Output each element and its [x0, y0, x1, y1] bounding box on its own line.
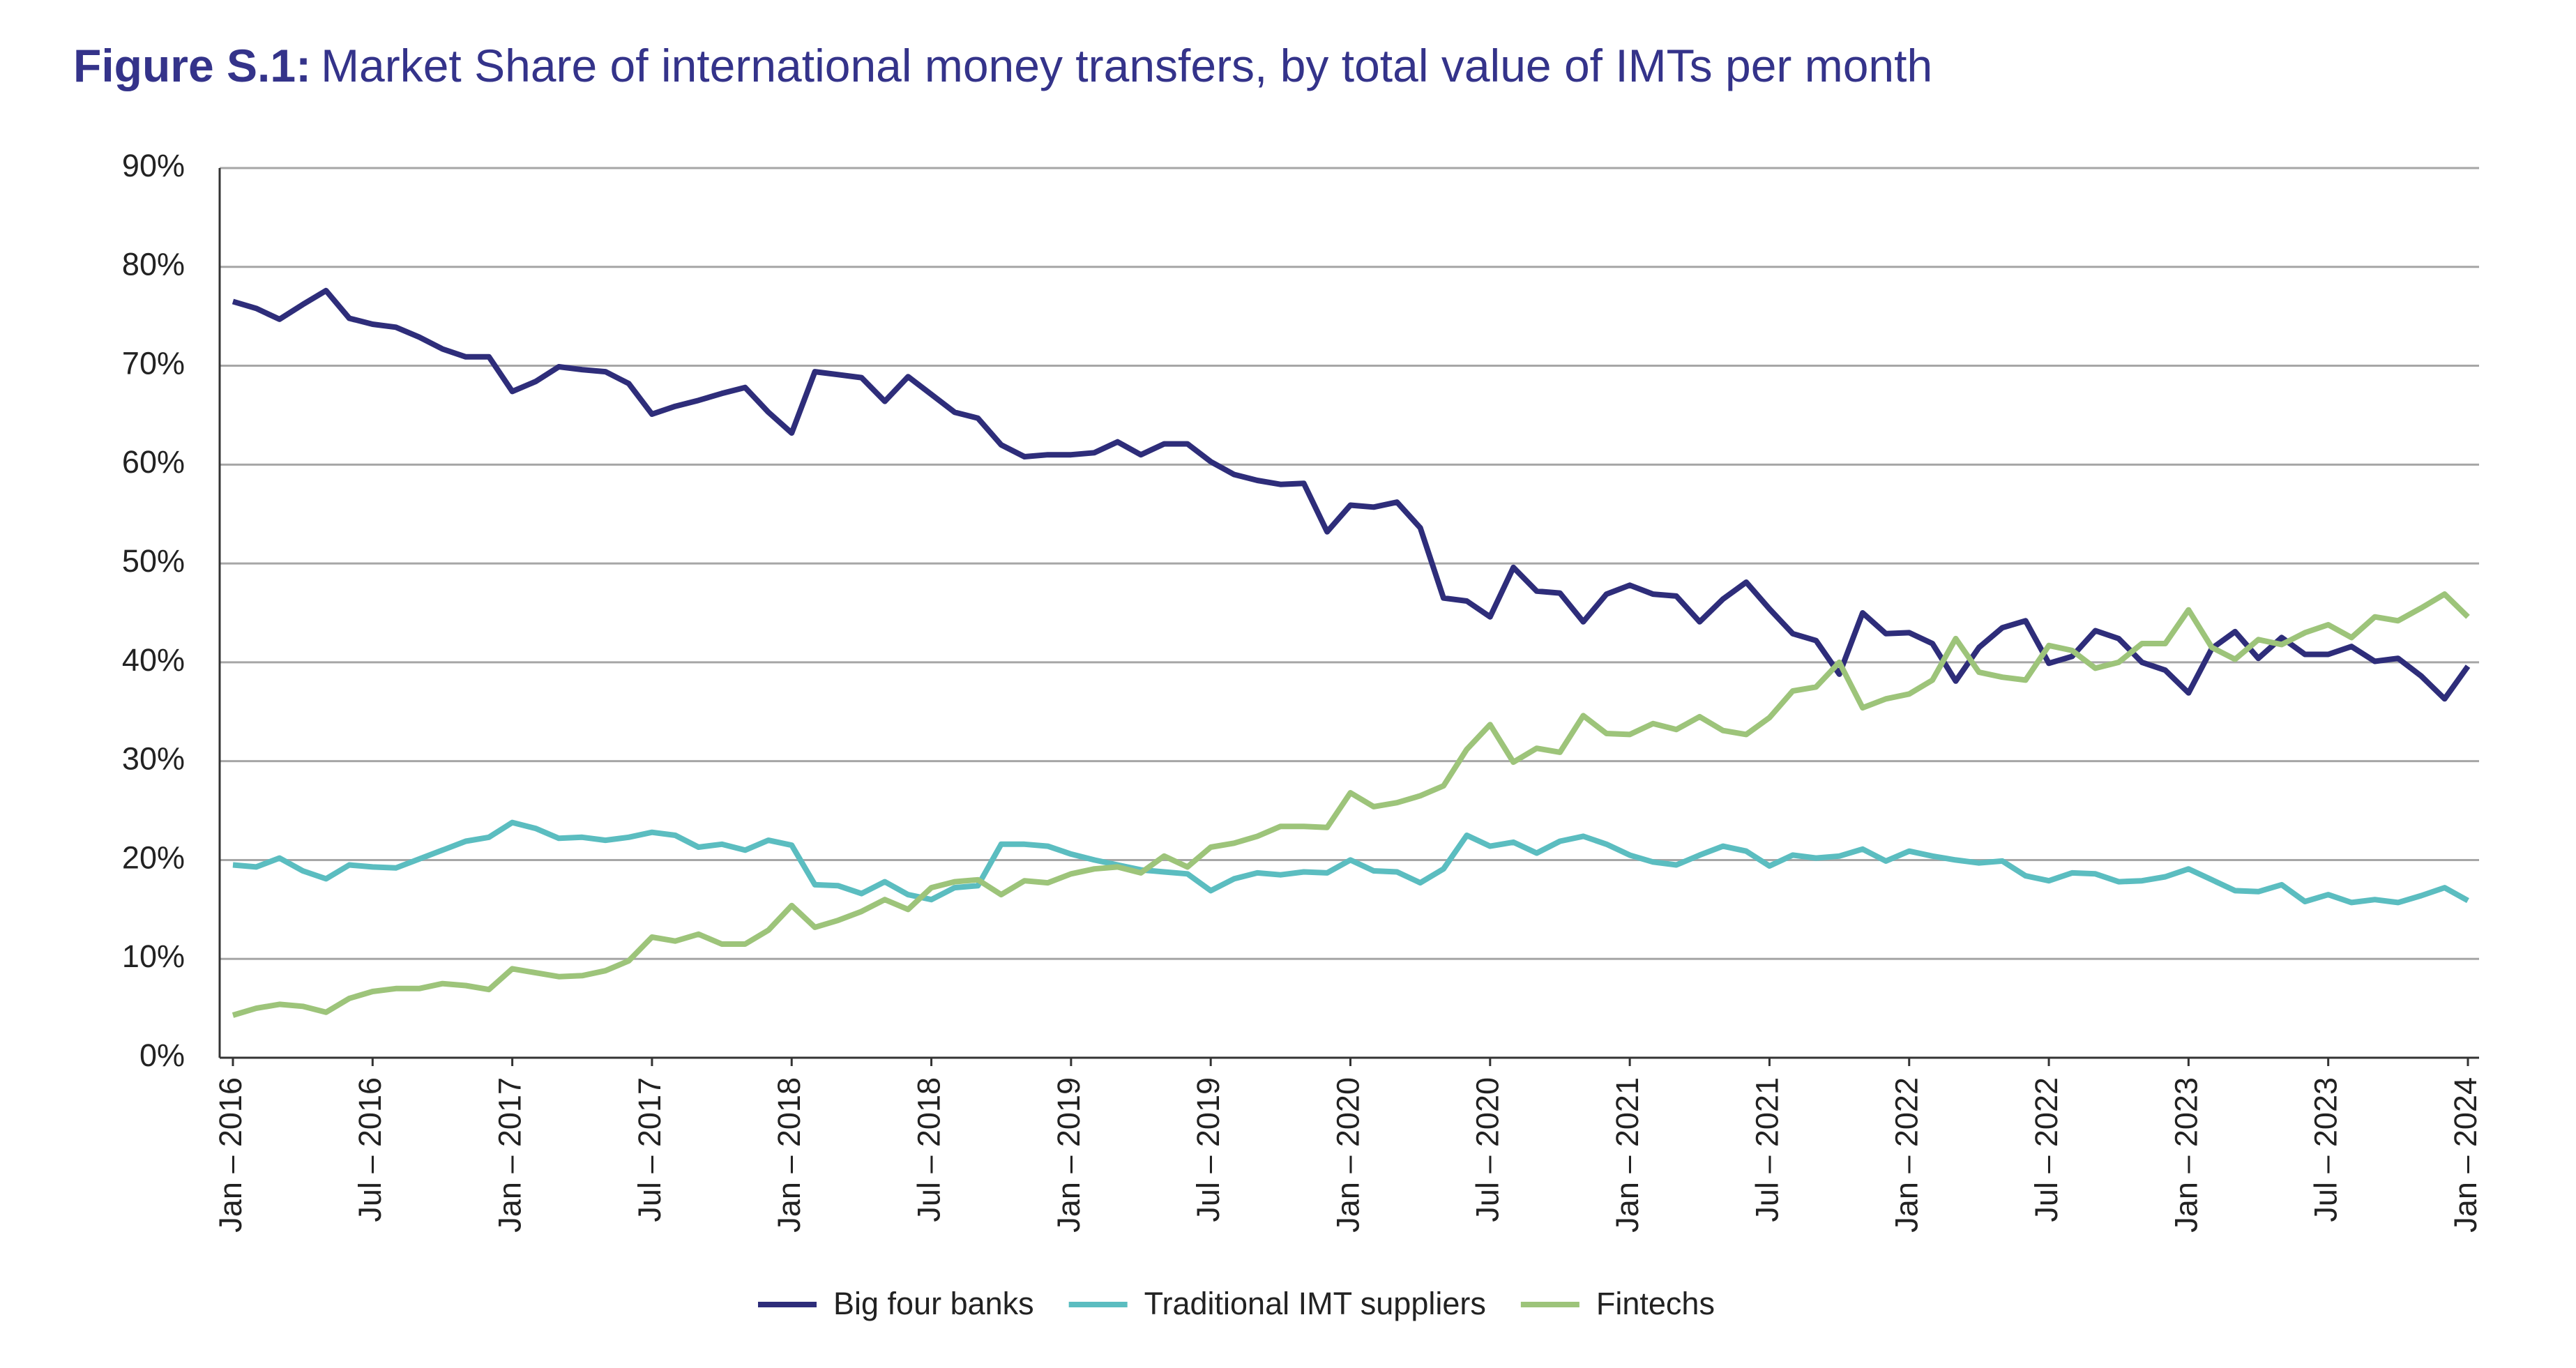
series-line [232, 819, 2469, 906]
legend-label: Big four banks [833, 1286, 1034, 1321]
series-line [232, 287, 2471, 702]
y-tick-label: 40% [122, 642, 185, 678]
x-tick-label: Jan – 2017 [492, 1077, 528, 1233]
x-tick-label: Jan – 2020 [1330, 1077, 1365, 1233]
x-tick-label: Jan – 2019 [1051, 1077, 1086, 1233]
chart-title: Figure S.1: Market Share of international… [73, 40, 1932, 91]
y-tick-label: 60% [122, 444, 185, 480]
x-tick-label: Jul – 2022 [2029, 1077, 2064, 1222]
x-tick-label: Jul – 2016 [352, 1077, 388, 1222]
legend-label: Traditional IMT suppliers [1144, 1286, 1486, 1321]
series-line [232, 591, 2470, 1018]
y-tick-label: 0% [139, 1038, 185, 1073]
legend: Big four banks Traditional IMT suppliers F… [758, 1286, 1715, 1321]
x-tick-label: Jan – 2022 [1889, 1077, 1925, 1233]
x-tick-label: Jan – 2021 [1609, 1077, 1645, 1233]
x-tick-label: Jul – 2023 [2308, 1077, 2344, 1222]
x-tick-label: Jul – 2019 [1190, 1077, 1226, 1222]
title-text: Market Share of international money tran… [321, 40, 1932, 91]
x-tick-label: Jan – 2024 [2448, 1077, 2483, 1233]
y-tick-label: 20% [122, 839, 185, 875]
y-tick-label: 30% [122, 741, 185, 777]
y-tick-label: 90% [122, 148, 185, 183]
x-tick-label: Jan – 2018 [771, 1077, 807, 1233]
x-tick-label: Jul – 2017 [632, 1077, 667, 1222]
figure-label: Figure S.1: [73, 40, 311, 91]
x-tick-label: Jul – 2018 [911, 1077, 946, 1222]
x-tick-label: Jan – 2023 [2168, 1077, 2204, 1233]
y-tick-label: 10% [122, 938, 185, 974]
y-tick-label: 80% [122, 247, 185, 282]
x-tick-label: Jul – 2021 [1749, 1077, 1785, 1222]
y-tick-label: 50% [122, 543, 185, 579]
y-tick-label: 70% [122, 345, 185, 381]
x-tick-label: Jan – 2016 [213, 1077, 248, 1233]
x-tick-label: Jul – 2020 [1470, 1077, 1506, 1222]
legend-label: Fintechs [1596, 1286, 1715, 1321]
